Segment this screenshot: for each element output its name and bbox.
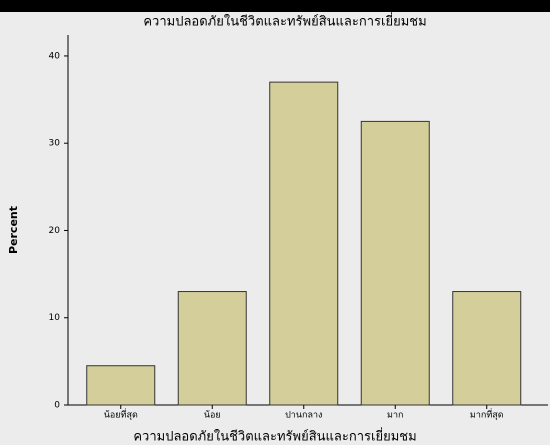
top-bar [0, 0, 550, 12]
y-tick-label: 20 [49, 226, 61, 236]
x-tick-label: มากที่สุด [470, 408, 504, 421]
bar [452, 291, 522, 406]
x-tick-label: น้อยที่สุด [104, 408, 138, 421]
chart-title: ความปลอดภัยในชีวิตและทรัพย์สินและการเยี่… [143, 13, 426, 30]
x-tick-label: น้อย [204, 410, 221, 421]
y-tick-label: 40 [49, 51, 61, 61]
bar [86, 365, 156, 406]
x-axis-label: ความปลอดภัยในชีวิตและทรัพย์สินและการเยี่… [133, 428, 416, 445]
bar [177, 291, 247, 406]
y-tick-label: 0 [54, 401, 60, 411]
x-tick-label: ปานกลาง [285, 411, 322, 421]
y-axis-label: Percent [7, 206, 20, 254]
y-tick-label: 10 [49, 313, 61, 323]
bar [360, 120, 430, 406]
x-tick-label: มาก [387, 411, 403, 421]
y-tick-label: 30 [49, 139, 61, 149]
bar [269, 81, 339, 406]
